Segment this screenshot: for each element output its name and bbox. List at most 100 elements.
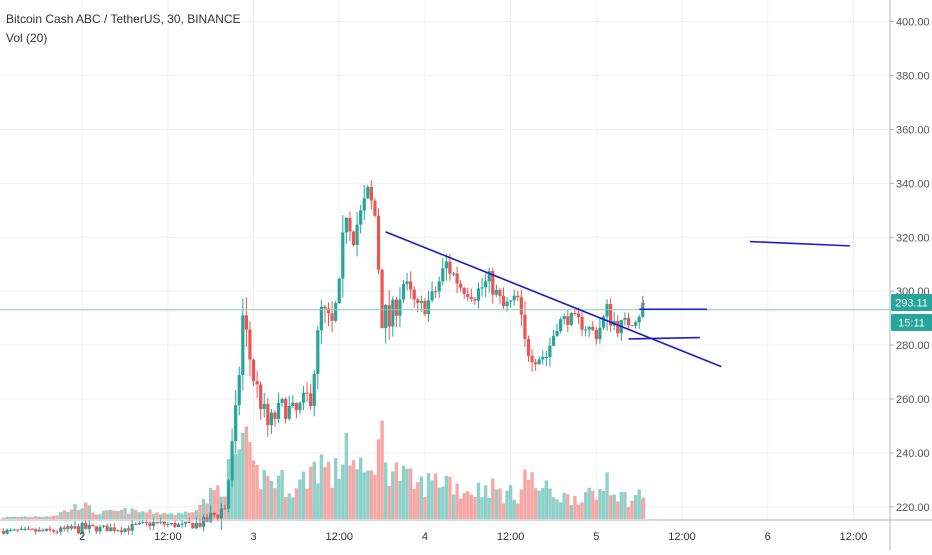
volume-bar	[112, 510, 116, 519]
candle-body	[376, 215, 381, 270]
volume-bar	[276, 475, 281, 519]
candle-body	[23, 528, 27, 530]
candle-body	[616, 320, 620, 334]
candle-body	[44, 528, 49, 531]
volume-bar	[180, 513, 184, 519]
volume-indicator-label[interactable]: Vol (20)	[6, 31, 48, 45]
candle-body	[205, 517, 209, 522]
countdown-badge: 15:11	[898, 318, 925, 330]
candle-body	[344, 217, 348, 233]
volume-bar	[608, 495, 613, 519]
volume-bar	[537, 490, 541, 519]
candle-body	[459, 283, 463, 288]
candle-body	[130, 524, 134, 531]
volume-bar	[255, 464, 259, 519]
volume-bar	[69, 509, 74, 519]
volume-bar	[391, 471, 395, 519]
volume-bar	[176, 512, 181, 519]
volume-bar	[462, 493, 466, 519]
symbol-title[interactable]: Bitcoin Cash ABC / TetherUS, 30, BINANCE	[6, 12, 241, 26]
candle-body	[537, 359, 541, 365]
candle-body	[516, 295, 520, 298]
volume-bar	[48, 516, 52, 519]
volume-bar	[583, 492, 588, 519]
volume-bar	[76, 510, 81, 519]
volume-bar	[451, 494, 456, 519]
volume-bar	[316, 483, 320, 519]
volume-bar	[155, 512, 159, 519]
candle-body	[319, 306, 323, 331]
candle-body	[259, 384, 263, 409]
volume-bar	[16, 516, 20, 519]
volume-bar	[516, 503, 520, 519]
volume-bar	[105, 510, 109, 519]
candle-body	[76, 526, 81, 534]
volume-bar	[366, 470, 370, 519]
candle-body	[101, 525, 106, 527]
candle-body	[237, 375, 241, 406]
volume-bar	[433, 473, 438, 519]
volume-bar	[358, 457, 363, 519]
drawings[interactable]	[385, 231, 850, 368]
candle-body	[587, 326, 591, 330]
y-tick-label: 240.00	[896, 448, 930, 460]
candle-body	[155, 522, 159, 524]
candle-body	[166, 523, 170, 525]
volume-bar	[637, 489, 641, 519]
candle-body	[330, 313, 334, 321]
candle-body	[262, 403, 266, 409]
x-tick-label: 12:00	[325, 531, 353, 543]
candle-body	[66, 526, 70, 530]
volume-bar	[601, 491, 606, 519]
volume-bar	[241, 432, 245, 519]
candle-body	[387, 305, 391, 327]
candle-body	[423, 300, 427, 315]
volume-bar	[508, 485, 513, 519]
volume-bar	[319, 454, 324, 519]
candle-body	[451, 273, 456, 275]
candle-body	[73, 526, 77, 529]
candle-body	[119, 530, 124, 533]
candle-body	[334, 303, 338, 321]
volume-bar	[273, 488, 277, 519]
candle-body	[409, 281, 413, 290]
volume-bar	[251, 460, 256, 519]
candle-body	[359, 210, 363, 225]
candle-body	[19, 528, 24, 531]
volume-bar	[198, 504, 202, 519]
candle-body	[441, 268, 445, 282]
candle-body	[569, 312, 573, 325]
volume-bar	[59, 512, 63, 519]
volume-bars	[1, 420, 646, 519]
candle-body	[173, 522, 177, 528]
candle-body	[309, 393, 313, 407]
candle-body	[269, 412, 273, 426]
volume-bar	[398, 481, 402, 519]
volume-bar	[55, 515, 59, 519]
candle-body	[198, 522, 202, 527]
volume-bar	[294, 488, 299, 519]
trendline-1	[385, 231, 722, 368]
candle-body	[609, 304, 613, 326]
candle-body	[337, 278, 341, 304]
candle-body	[551, 335, 556, 346]
candle-body	[480, 287, 484, 289]
candle-body	[116, 530, 120, 532]
volume-bar	[473, 496, 477, 519]
candle-body	[141, 522, 145, 524]
candle-body	[548, 345, 552, 358]
volume-bar	[419, 476, 424, 519]
candle-body	[626, 317, 631, 326]
candle-body	[437, 281, 441, 292]
volume-bar	[469, 494, 474, 519]
candle-body	[219, 508, 223, 519]
volume-bar	[30, 516, 34, 519]
volume-bar	[605, 472, 609, 519]
volume-bar	[594, 499, 599, 519]
candle-body	[169, 522, 174, 524]
volume-bar	[194, 509, 199, 519]
candle-body	[216, 514, 220, 519]
candle-body	[284, 398, 288, 419]
